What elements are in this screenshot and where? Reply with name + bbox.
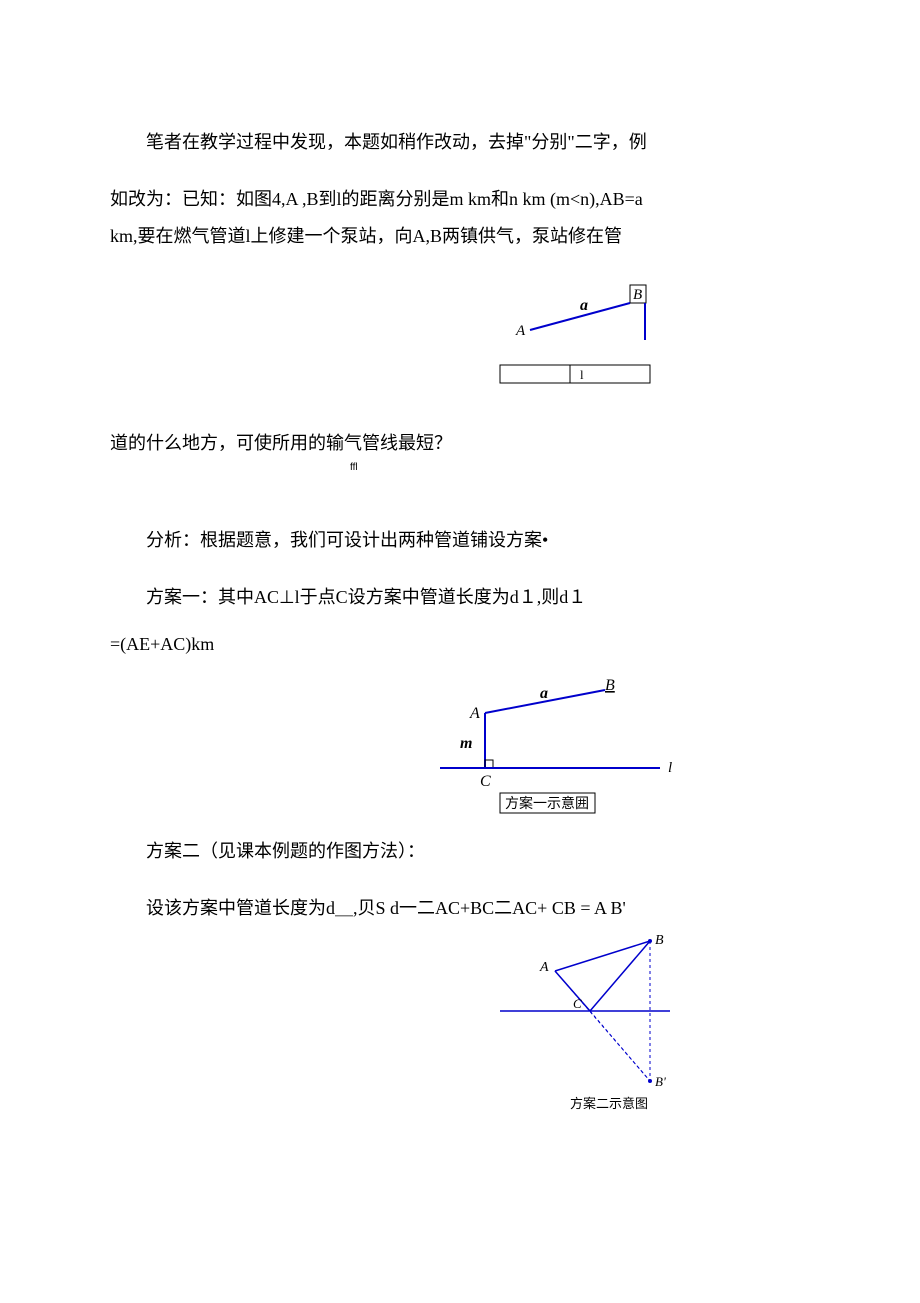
paragraph-2: 如改为：已知：如图4,A ,B到l的距离分别是m km和n km (m<n),A…	[110, 185, 810, 251]
paragraph-8: 设该方案中管道长度为d＿,贝S d一二AC+BC二AC+ CB = A B'	[110, 894, 810, 923]
figure-plan1: A B a m C l 方案一示意囲	[290, 668, 810, 827]
paragraph-7: 方案二（见课本例题的作图方法）：	[110, 837, 810, 866]
fig4-a: a	[580, 297, 588, 314]
figure-plan2: B A C B' 方案二示意图	[370, 926, 810, 1125]
plan2-caption: 方案二示意图	[570, 1096, 648, 1111]
plan2-A: A	[539, 960, 549, 975]
fig4-l: l	[580, 367, 584, 382]
page: 笔者在教学过程中发现，本题如稍作改动，去掉"分别"二字，例 如改为：已知：如图4…	[0, 0, 920, 1205]
paragraph-5: 方案一：其中AC⊥l于点C设方案中管道长度为d１,则d１	[110, 583, 810, 612]
paragraph-3: 道的什么地方，可使所用的输气管线最短？	[110, 429, 810, 458]
ffl-marker: ffl	[350, 460, 810, 476]
plan1-m: m	[460, 735, 472, 752]
plan1-A: A	[469, 705, 480, 722]
plan2-C: C	[573, 996, 582, 1011]
paragraph-2a: 如改为：已知：如图4,A ,B到l的距离分别是m km和n km (m<n),A…	[110, 185, 810, 214]
paragraph-1: 笔者在教学过程中发现，本题如稍作改动，去掉"分别"二字，例	[110, 128, 810, 157]
paragraph-2b: km,要在燃气管道l上修建一个泵站，向A,B两镇供气，泵站修在管	[110, 222, 810, 251]
plan2-B: B	[655, 933, 664, 948]
plan1-B: B	[605, 677, 615, 694]
fig4-A: A	[515, 323, 526, 339]
paragraph-6: =(AE+AC)km	[110, 630, 810, 659]
paragraph-4: 分析：根据题意，我们可设计出两种管道铺设方案•	[110, 526, 810, 555]
plan1-C: C	[480, 773, 491, 790]
plan2-Bp: B'	[655, 1074, 666, 1089]
plan1-l: l	[668, 760, 672, 776]
plan1-caption: 方案一示意囲	[505, 795, 589, 812]
fig4-B: B	[633, 287, 642, 303]
figure-4: B a A l	[350, 280, 810, 409]
plan1-a: a	[540, 685, 548, 702]
